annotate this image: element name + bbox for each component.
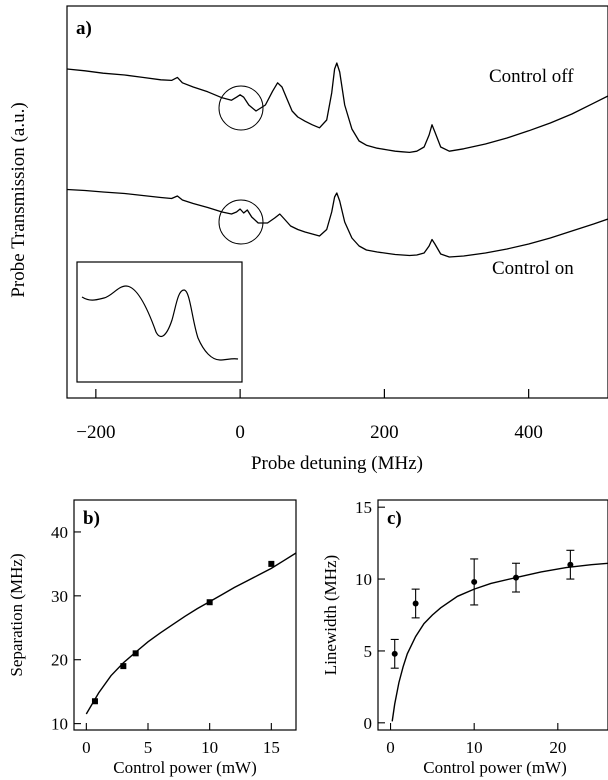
inset-trace: [81, 285, 239, 361]
panel-c-ylabel: Linewidth (MHz): [321, 555, 340, 675]
control-off-trace: [66, 62, 608, 154]
x-tick-label: 5: [144, 738, 153, 757]
panel-a-x-tick-label: 200: [370, 422, 399, 443]
y-tick-label: 10: [51, 715, 68, 734]
panel-a-x-tick-label: 0: [235, 422, 245, 443]
inset: [76, 261, 243, 383]
x-tick-label: 10: [201, 738, 218, 757]
control-on-trace: [66, 188, 608, 258]
x-tick-label: 10: [466, 738, 483, 757]
x-tick-label: 0: [386, 738, 395, 757]
control-on-label: Control on: [492, 258, 574, 279]
panel-b-ylabel: Separation (MHz): [7, 553, 26, 676]
fit-curve: [391, 562, 608, 722]
panel-b-frame: [73, 499, 297, 731]
data-point: [391, 650, 398, 657]
panel-b: b) Separation (MHz) Control power (mW) 0…: [7, 499, 297, 777]
panel-a-x-tick-label: 400: [514, 422, 543, 443]
panel-b-plot: [85, 552, 297, 715]
panel-a-ylabel: Probe Transmission (a.u.): [8, 102, 29, 297]
x-tick-label: 15: [263, 738, 280, 757]
data-point: [513, 574, 519, 581]
data-point: [206, 599, 213, 606]
panel-c: c) Linewidth (MHz) Control power (mW) 0 1…: [321, 498, 608, 777]
y-tick-label: 15: [355, 498, 372, 517]
panel-c-plot: [390, 549, 608, 722]
y-tick-label: 30: [51, 587, 68, 606]
panel-b-xlabel: Control power (mW): [113, 758, 257, 777]
panel-a-traces: [66, 62, 608, 258]
x-tick-label: 0: [82, 738, 91, 757]
data-point: [471, 578, 478, 585]
data-point: [268, 560, 275, 567]
panel-a-label: a): [76, 18, 92, 39]
y-tick-label: 10: [355, 570, 372, 589]
panel-a-x-ticks: −200 0 200 400: [76, 389, 543, 443]
highlight-circle-on: [218, 199, 264, 245]
panel-b-ticks: 0 5 10 15 10 20 30 40: [51, 523, 280, 757]
y-tick-label: 20: [51, 651, 68, 670]
panel-c-ticks: 0 10 20 0 5 10 15: [355, 498, 566, 757]
inset-frame: [76, 261, 243, 383]
panel-a-x-tick-label: −200: [76, 422, 115, 443]
control-off-label: Control off: [489, 66, 574, 87]
x-tick-label: 20: [549, 738, 566, 757]
panel-c-label: c): [387, 508, 402, 529]
y-tick-label: 40: [51, 523, 68, 542]
panel-b-label: b): [83, 508, 100, 529]
data-point: [412, 600, 419, 607]
data-point: [132, 650, 139, 657]
highlight-circle-off: [218, 85, 264, 131]
data-point: [120, 663, 127, 670]
data-point: [567, 561, 574, 568]
panel-c-xlabel: Control power (mW): [423, 758, 567, 777]
y-tick-label: 0: [364, 714, 373, 733]
data-point: [91, 698, 98, 705]
panel-a-frame: [66, 5, 608, 399]
panel-a-xlabel: Probe detuning (MHz): [251, 453, 423, 474]
panel-a: a) Probe Transmission (a.u.) Probe detun…: [8, 5, 608, 474]
y-tick-label: 5: [364, 642, 373, 661]
panel-c-frame: [377, 499, 608, 731]
fit-curve: [85, 552, 297, 715]
